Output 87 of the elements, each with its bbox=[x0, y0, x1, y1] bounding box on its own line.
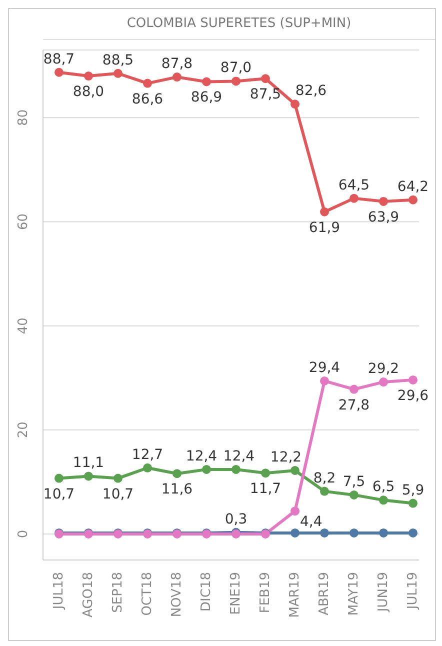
point bbox=[261, 468, 270, 478]
point bbox=[408, 498, 418, 508]
point bbox=[290, 506, 300, 516]
point bbox=[379, 378, 388, 387]
data-label: 8,2 bbox=[313, 470, 336, 486]
x-tick-label: JUL19 bbox=[406, 572, 420, 610]
point bbox=[261, 74, 270, 84]
data-label: 86,6 bbox=[132, 91, 164, 108]
point bbox=[114, 474, 122, 483]
y-tick-label: 80 bbox=[16, 109, 31, 126]
point bbox=[143, 78, 152, 88]
x-tick-label: OCT18 bbox=[140, 572, 155, 616]
point bbox=[290, 100, 300, 109]
x-tick-label: NOV18 bbox=[170, 572, 184, 618]
data-label: 7,5 bbox=[342, 474, 366, 490]
point bbox=[408, 528, 418, 538]
x-tick-label: JUN19 bbox=[376, 572, 391, 613]
point bbox=[350, 528, 358, 538]
point bbox=[350, 194, 358, 203]
data-label: 87,5 bbox=[250, 86, 282, 103]
data-label: 88,5 bbox=[102, 52, 134, 68]
data-label: 88,0 bbox=[72, 84, 104, 100]
x-tick-label: JUL18 bbox=[52, 572, 66, 610]
data-label: 29,6 bbox=[397, 388, 429, 404]
data-label: 64,2 bbox=[397, 178, 429, 195]
y-tick-label: 20 bbox=[16, 422, 31, 438]
data-label: 29,4 bbox=[308, 360, 340, 376]
data-label: 87,0 bbox=[220, 60, 252, 76]
point bbox=[202, 464, 211, 474]
x-tick-label: SEP18 bbox=[110, 572, 126, 613]
point bbox=[143, 463, 152, 472]
data-label: 6,5 bbox=[372, 479, 395, 496]
data-label: 12,4 bbox=[186, 448, 218, 464]
data-label: 87,8 bbox=[161, 56, 193, 72]
data-label: 11,1 bbox=[72, 455, 104, 472]
data-label: 29,2 bbox=[368, 361, 400, 378]
point bbox=[320, 486, 329, 496]
x-tick-label: DIC18 bbox=[199, 572, 214, 612]
data-label: 11,7 bbox=[250, 481, 282, 498]
point bbox=[290, 466, 300, 475]
chart-title: COLOMBIA SUPERETES (SUP+MIN) bbox=[43, 9, 435, 40]
data-label: 64,5 bbox=[338, 177, 370, 194]
point bbox=[54, 68, 64, 77]
point bbox=[290, 528, 300, 538]
data-label: 4,4 bbox=[300, 514, 322, 530]
point bbox=[379, 528, 388, 538]
data-label: 11,6 bbox=[161, 482, 193, 498]
data-label: 10,7 bbox=[43, 486, 75, 502]
y-tick-label: 40 bbox=[16, 318, 31, 334]
data-label: 63,9 bbox=[368, 209, 400, 226]
point bbox=[350, 384, 358, 394]
data-label: 12,4 bbox=[223, 448, 255, 464]
data-label: 5,9 bbox=[402, 482, 424, 498]
data-label: 0,3 bbox=[224, 511, 248, 528]
x-tick-label: MAY19 bbox=[346, 572, 362, 616]
point bbox=[320, 528, 329, 538]
data-label: 61,9 bbox=[308, 220, 340, 236]
point bbox=[172, 72, 182, 82]
y-tick-label: 0 bbox=[16, 530, 31, 538]
point bbox=[84, 472, 93, 481]
point bbox=[408, 375, 418, 384]
x-tick-label: ENE19 bbox=[228, 572, 244, 615]
data-label: 88,7 bbox=[43, 51, 75, 68]
point bbox=[84, 72, 93, 81]
point bbox=[202, 77, 211, 86]
point bbox=[408, 195, 418, 204]
x-tick-label: AGO18 bbox=[81, 572, 96, 618]
point bbox=[320, 376, 329, 386]
point bbox=[54, 474, 64, 483]
data-label: 86,9 bbox=[190, 90, 222, 106]
x-tick-label: ABR19 bbox=[317, 572, 332, 616]
x-tick-label: FEB19 bbox=[258, 572, 273, 614]
point bbox=[379, 196, 388, 206]
data-label: 82,6 bbox=[295, 83, 327, 100]
point bbox=[350, 490, 358, 500]
point bbox=[379, 496, 388, 505]
point bbox=[320, 207, 329, 216]
point bbox=[114, 68, 122, 78]
x-tick-label: MAR19 bbox=[288, 572, 302, 618]
data-label: 12,2 bbox=[270, 449, 302, 466]
point bbox=[232, 76, 240, 86]
point bbox=[172, 469, 182, 478]
data-label: 27,8 bbox=[338, 397, 370, 414]
point bbox=[232, 464, 240, 474]
data-label: 10,7 bbox=[102, 486, 134, 502]
data-label: 12,7 bbox=[132, 446, 164, 463]
y-tick-label: 60 bbox=[16, 213, 31, 230]
